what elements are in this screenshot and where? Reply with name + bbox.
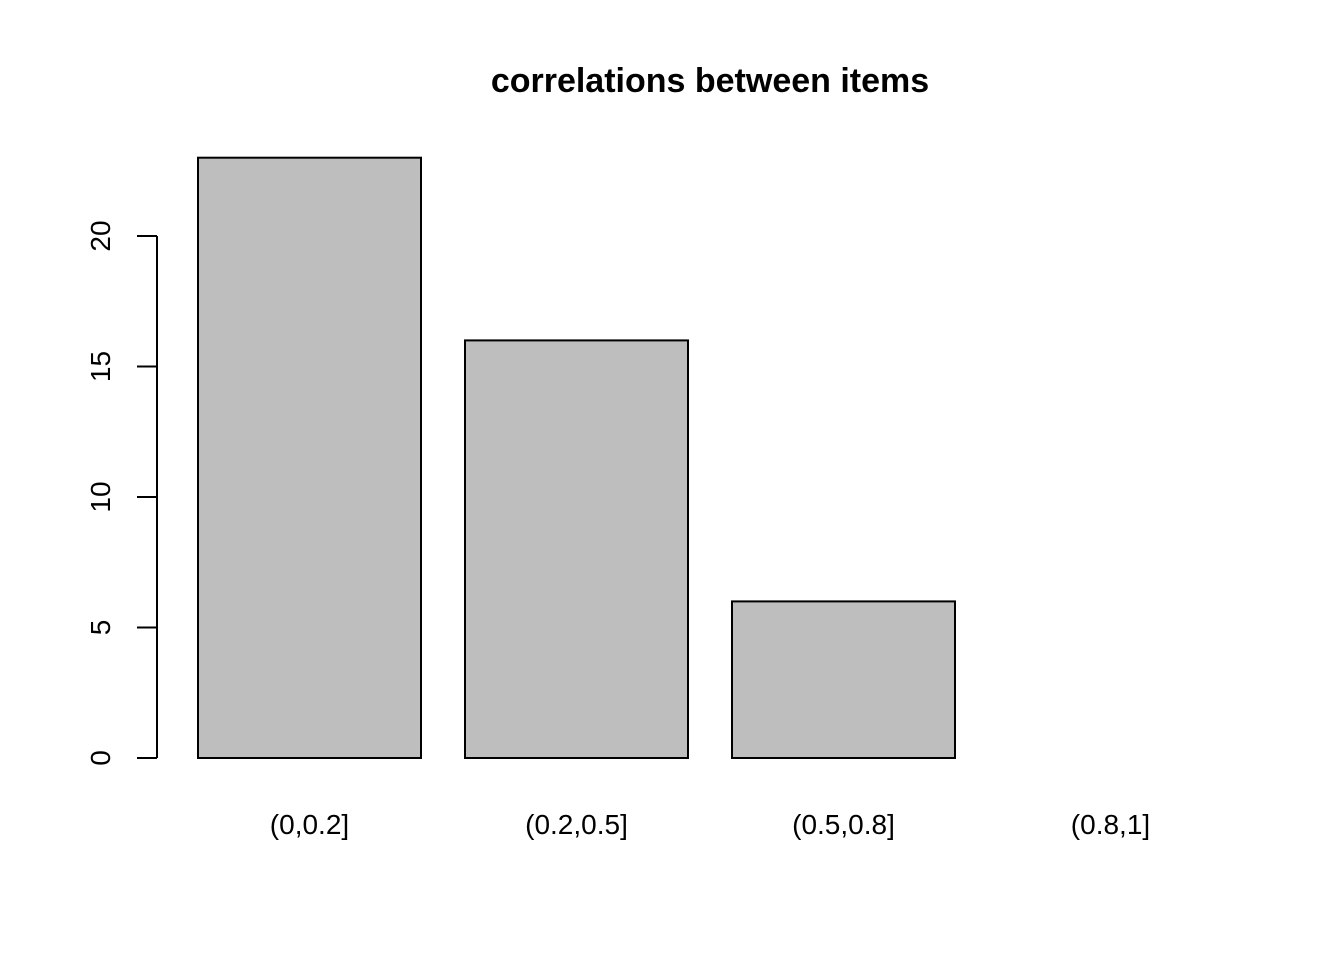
y-tick-label: 15 [85, 351, 116, 382]
y-axis: 0 5 10 15 20 [85, 220, 158, 766]
y-tick-label: 5 [85, 620, 116, 636]
x-tick-label: (0.2,0.5] [525, 809, 628, 840]
x-tick-label: (0.8,1] [1071, 809, 1150, 840]
x-tick-label: (0.5,0.8] [792, 809, 895, 840]
bar [197, 156, 422, 759]
chart-title: correlations between items [491, 62, 929, 100]
y-tick-label: 20 [85, 220, 116, 251]
bar [731, 600, 956, 760]
y-tick-label: 10 [85, 481, 116, 512]
x-tick-label: (0,0.2] [270, 809, 349, 840]
bar [464, 339, 689, 759]
y-tick-label: 0 [85, 750, 116, 766]
x-tick-labels: (0,0.2] (0.2,0.5] (0.5,0.8] (0.8,1] [270, 809, 1150, 840]
bars-group [197, 156, 956, 760]
